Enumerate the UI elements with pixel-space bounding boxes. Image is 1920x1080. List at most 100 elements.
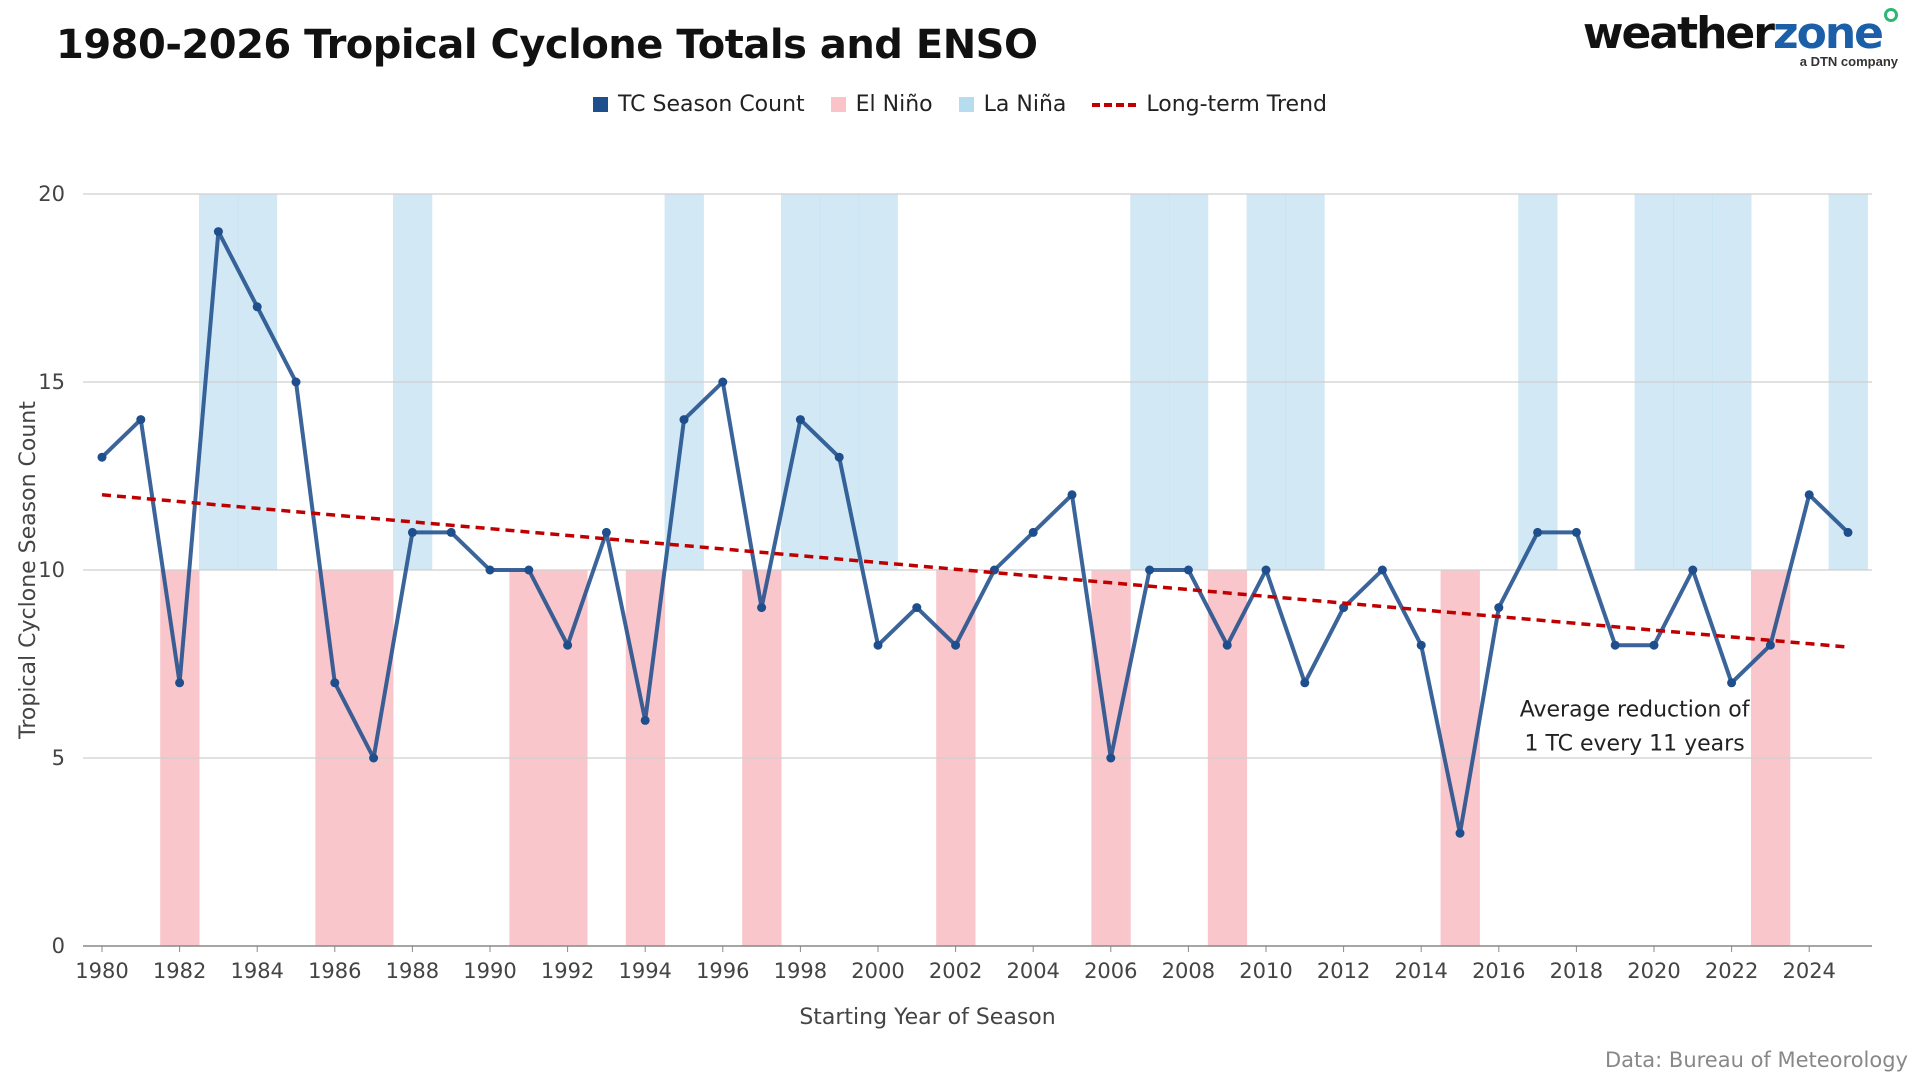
data-point-tc-count <box>1649 640 1659 650</box>
legend-swatch-la-nina <box>958 97 974 112</box>
x-tick-label: 2022 <box>1705 959 1758 983</box>
data-point-tc-count <box>1377 565 1387 575</box>
chart-title: 1980-2026 Tropical Cyclone Totals and EN… <box>56 22 1038 68</box>
legend-swatch-el-nino <box>830 97 846 112</box>
legend-label-la-nina: La Niña <box>983 92 1067 117</box>
x-tick-label: 2004 <box>1006 959 1059 983</box>
x-tick-label: 1992 <box>541 959 594 983</box>
x-tick-label: 1980 <box>75 959 128 983</box>
y-axis-title: Tropical Cyclone Season Count <box>16 401 41 740</box>
x-tick-label: 1994 <box>618 959 671 983</box>
data-point-tc-count <box>1300 678 1310 688</box>
data-point-tc-count <box>446 527 456 537</box>
data-point-tc-count <box>1222 640 1232 650</box>
data-point-tc-count <box>252 302 262 312</box>
trend-line <box>101 493 1849 649</box>
x-tick-label: 2024 <box>1782 959 1835 983</box>
data-point-tc-count <box>601 527 611 537</box>
data-point-tc-count <box>97 452 107 462</box>
data-point-tc-count <box>912 603 922 613</box>
legend-item-la-nina: La Niña <box>958 92 1067 117</box>
y-tick-label: 5 <box>52 746 65 770</box>
y-tick-label: 20 <box>38 182 65 206</box>
x-tick-label: 1982 <box>153 959 206 983</box>
legend-item-tc-count: TC Season Count <box>592 92 805 117</box>
x-axis-title: Starting Year of Season <box>799 1005 1055 1030</box>
data-source: Data: Bureau of Meteorology <box>1605 1048 1908 1072</box>
legend-item-trend: Long-term Trend <box>1092 92 1327 117</box>
logo-dot-icon <box>1884 8 1898 22</box>
data-point-tc-count <box>1145 565 1155 575</box>
data-point-tc-count <box>1455 828 1465 838</box>
series-line-tc-count <box>100 229 1850 836</box>
x-tick-label: 2012 <box>1317 959 1370 983</box>
legend-swatch-tc-count <box>592 97 608 112</box>
legend-label-tc-count: TC Season Count <box>617 92 805 117</box>
y-tick-label: 0 <box>52 934 65 958</box>
data-point-tc-count <box>1533 527 1543 537</box>
weatherzone-logo: weatherzone a DTN company <box>1583 8 1898 69</box>
data-point-tc-count <box>1339 603 1349 613</box>
data-point-tc-count <box>1610 640 1620 650</box>
data-point-tc-count <box>757 603 767 613</box>
data-point-tc-count <box>1067 490 1077 500</box>
data-point-tc-count <box>485 565 495 575</box>
data-point-tc-count <box>1688 565 1698 575</box>
x-tick-label: 2018 <box>1550 959 1603 983</box>
data-point-tc-count <box>1416 640 1426 650</box>
data-point-tc-count <box>1727 678 1737 688</box>
data-point-tc-count <box>1261 565 1271 575</box>
data-point-tc-count <box>1183 565 1193 575</box>
data-point-tc-count <box>1843 527 1853 537</box>
x-tick-label: 2000 <box>851 959 904 983</box>
x-tick-label: 2002 <box>929 959 982 983</box>
chart-legend: TC Season Count El Niño La Niña Long-ter… <box>0 92 1920 117</box>
logo-wordmark: weatherzone <box>1583 8 1898 60</box>
legend-label-el-nino: El Niño <box>855 92 933 117</box>
data-point-tc-count <box>679 415 689 425</box>
data-point-tc-count <box>369 753 379 763</box>
data-point-tc-count <box>951 640 961 650</box>
data-point-tc-count <box>795 415 805 425</box>
x-tick-label: 1990 <box>463 959 516 983</box>
data-point-tc-count <box>1028 527 1038 537</box>
x-tick-label: 2010 <box>1239 959 1292 983</box>
data-point-tc-count <box>1804 490 1814 500</box>
legend-swatch-trend <box>1092 102 1137 107</box>
x-tick-label: 2016 <box>1472 959 1525 983</box>
data-point-tc-count <box>524 565 534 575</box>
x-tick-label: 1986 <box>308 959 361 983</box>
annotation-line-2: 1 TC every 11 years <box>1525 731 1745 756</box>
logo-subtitle: a DTN company <box>1799 54 1898 69</box>
x-tick-label: 2020 <box>1627 959 1680 983</box>
data-point-tc-count <box>873 640 883 650</box>
data-point-tc-count <box>1106 753 1116 763</box>
x-tick-label: 1984 <box>230 959 283 983</box>
legend-label-trend: Long-term Trend <box>1146 92 1328 117</box>
logo-accent-text: zone <box>1772 8 1884 59</box>
data-point-tc-count <box>834 452 844 462</box>
data-point-tc-count <box>563 640 573 650</box>
annotation-line-1: Average reduction of <box>1520 698 1751 723</box>
data-point-tc-count <box>640 715 650 725</box>
data-point-tc-count <box>1765 640 1775 650</box>
data-point-tc-count <box>407 527 417 537</box>
y-tick-label: 10 <box>38 558 65 582</box>
data-point-tc-count <box>175 678 185 688</box>
x-tick-label: 2006 <box>1084 959 1137 983</box>
x-tick-label: 2014 <box>1394 959 1447 983</box>
data-point-tc-count <box>1494 603 1504 613</box>
x-tick-label: 1996 <box>696 959 749 983</box>
x-tick-label: 1998 <box>774 959 827 983</box>
data-point-tc-count <box>213 227 223 237</box>
data-point-tc-count <box>291 377 301 387</box>
data-point-tc-count <box>136 415 146 425</box>
data-point-tc-count <box>1571 527 1581 537</box>
x-tick-label: 1988 <box>386 959 439 983</box>
data-point-tc-count <box>718 377 728 387</box>
x-tick-label: 2008 <box>1162 959 1215 983</box>
data-point-tc-count <box>330 678 340 688</box>
y-tick-label: 15 <box>38 370 65 394</box>
legend-item-el-nino: El Niño <box>830 92 933 117</box>
